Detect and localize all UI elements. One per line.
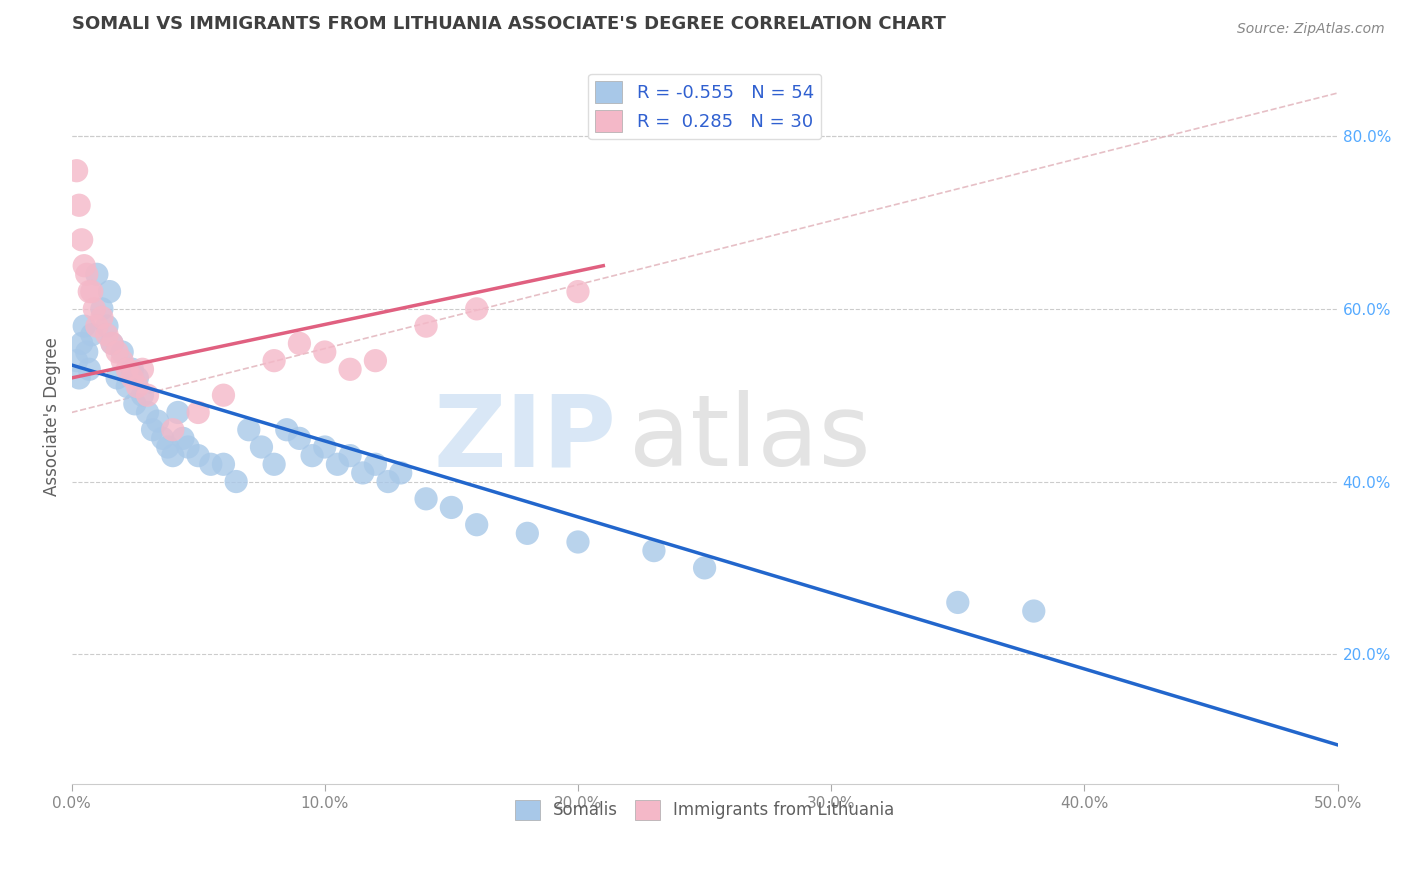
Point xyxy=(142,423,165,437)
Point xyxy=(364,353,387,368)
Point xyxy=(127,371,149,385)
Point xyxy=(643,543,665,558)
Point xyxy=(1022,604,1045,618)
Point xyxy=(339,362,361,376)
Point xyxy=(121,362,143,376)
Point xyxy=(389,466,412,480)
Point xyxy=(67,198,90,212)
Point xyxy=(131,388,153,402)
Point xyxy=(693,561,716,575)
Point xyxy=(212,457,235,471)
Point xyxy=(117,362,139,376)
Point xyxy=(80,285,103,299)
Point xyxy=(152,431,174,445)
Point xyxy=(86,268,108,282)
Point xyxy=(131,362,153,376)
Point xyxy=(70,336,93,351)
Point xyxy=(288,431,311,445)
Point xyxy=(90,310,112,325)
Point xyxy=(167,405,190,419)
Text: Source: ZipAtlas.com: Source: ZipAtlas.com xyxy=(1237,22,1385,37)
Point xyxy=(440,500,463,515)
Point xyxy=(96,327,118,342)
Point xyxy=(111,353,134,368)
Point xyxy=(187,449,209,463)
Point xyxy=(352,466,374,480)
Point xyxy=(65,353,87,368)
Point xyxy=(516,526,538,541)
Point xyxy=(105,345,128,359)
Text: ZIP: ZIP xyxy=(433,391,616,487)
Point xyxy=(187,405,209,419)
Point xyxy=(83,301,105,316)
Point xyxy=(567,535,589,549)
Point xyxy=(276,423,298,437)
Point xyxy=(465,301,488,316)
Legend: Somalis, Immigrants from Lithuania: Somalis, Immigrants from Lithuania xyxy=(508,793,901,827)
Point xyxy=(86,319,108,334)
Point xyxy=(364,457,387,471)
Point xyxy=(415,319,437,334)
Point xyxy=(301,449,323,463)
Point xyxy=(200,457,222,471)
Point xyxy=(73,259,96,273)
Point xyxy=(121,371,143,385)
Point xyxy=(111,345,134,359)
Point xyxy=(172,431,194,445)
Point xyxy=(101,336,124,351)
Point xyxy=(326,457,349,471)
Point xyxy=(90,301,112,316)
Point xyxy=(65,163,87,178)
Point xyxy=(177,440,200,454)
Point xyxy=(77,285,100,299)
Point xyxy=(80,327,103,342)
Point xyxy=(76,345,98,359)
Point xyxy=(146,414,169,428)
Point xyxy=(415,491,437,506)
Point xyxy=(263,457,285,471)
Point xyxy=(314,345,336,359)
Point xyxy=(101,336,124,351)
Point xyxy=(124,397,146,411)
Point xyxy=(465,517,488,532)
Point xyxy=(117,379,139,393)
Y-axis label: Associate's Degree: Associate's Degree xyxy=(44,337,60,496)
Point xyxy=(288,336,311,351)
Point xyxy=(238,423,260,437)
Point xyxy=(156,440,179,454)
Point xyxy=(136,388,159,402)
Point xyxy=(70,233,93,247)
Point xyxy=(263,353,285,368)
Point xyxy=(76,268,98,282)
Point xyxy=(127,379,149,393)
Point xyxy=(250,440,273,454)
Point xyxy=(339,449,361,463)
Point xyxy=(162,449,184,463)
Point xyxy=(105,371,128,385)
Point xyxy=(314,440,336,454)
Point xyxy=(212,388,235,402)
Point xyxy=(73,319,96,334)
Point xyxy=(377,475,399,489)
Point xyxy=(96,319,118,334)
Point xyxy=(98,285,121,299)
Text: atlas: atlas xyxy=(628,391,870,487)
Point xyxy=(225,475,247,489)
Point xyxy=(136,405,159,419)
Point xyxy=(946,595,969,609)
Point xyxy=(162,423,184,437)
Text: SOMALI VS IMMIGRANTS FROM LITHUANIA ASSOCIATE'S DEGREE CORRELATION CHART: SOMALI VS IMMIGRANTS FROM LITHUANIA ASSO… xyxy=(72,15,945,33)
Point xyxy=(67,371,90,385)
Point xyxy=(567,285,589,299)
Point xyxy=(77,362,100,376)
